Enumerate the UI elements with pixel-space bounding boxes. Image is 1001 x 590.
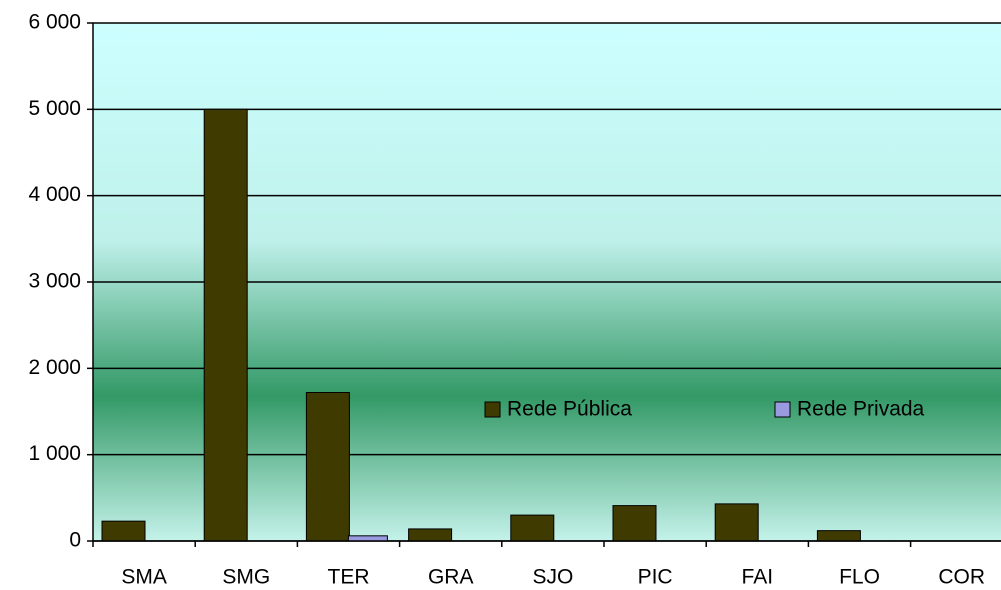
y-tick-label: 5 000: [28, 97, 81, 120]
bar: [305, 392, 350, 542]
bar: [510, 514, 555, 542]
x-tick-label: SMG: [222, 566, 270, 589]
legend-swatch: [484, 401, 501, 418]
x-tick-label: FAI: [742, 566, 774, 589]
bar: [816, 530, 861, 542]
legend-swatch: [774, 401, 791, 418]
bar: [203, 108, 248, 542]
bar: [408, 528, 453, 542]
x-tick-label: PIC: [638, 566, 673, 589]
y-tick-label: 2 000: [28, 356, 81, 379]
legend-label: Rede Privada: [797, 398, 925, 421]
x-tick-label: GRA: [428, 566, 474, 589]
y-tick-label: 3 000: [28, 270, 81, 293]
x-tick-label: FLO: [839, 566, 880, 589]
x-tick-label: COR: [938, 566, 985, 589]
bar: [714, 503, 759, 542]
x-tick-label: SMA: [121, 566, 167, 589]
y-tick-label: 0: [69, 529, 81, 552]
y-tick-label: 6 000: [28, 11, 81, 34]
y-tick-label: 4 000: [28, 183, 81, 206]
bar: [612, 505, 657, 542]
bar: [347, 535, 388, 542]
x-tick-label: TER: [328, 566, 370, 589]
bar: [101, 520, 146, 542]
legend-label: Rede Pública: [507, 398, 632, 421]
y-tick-label: 1 000: [28, 442, 81, 465]
x-tick-label: SJO: [532, 566, 573, 589]
